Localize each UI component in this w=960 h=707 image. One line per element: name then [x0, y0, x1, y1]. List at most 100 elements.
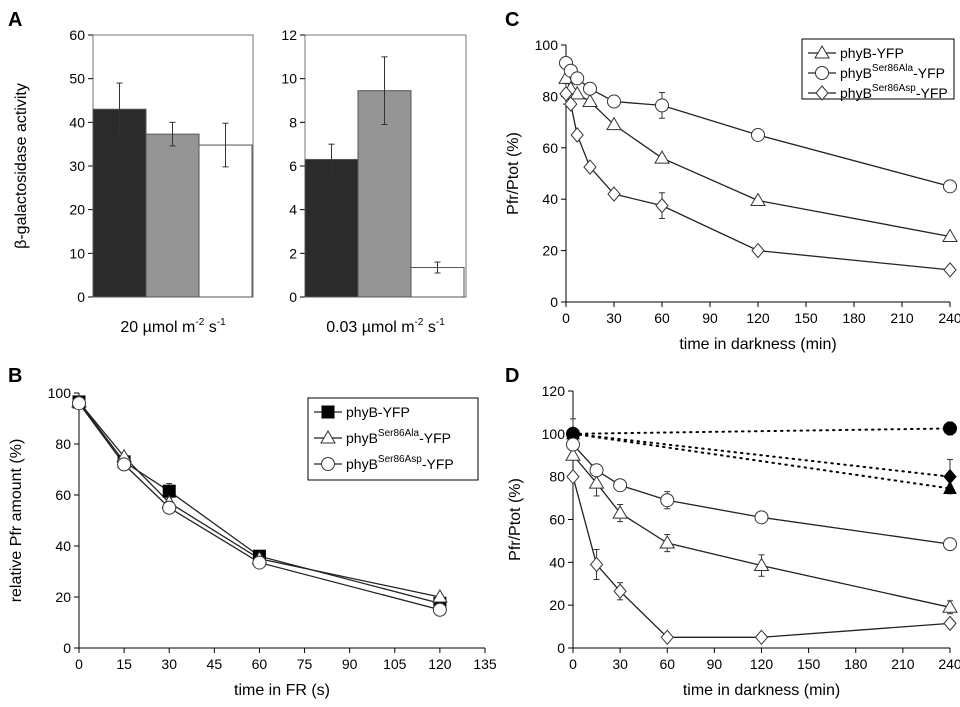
panel-c-data-point — [569, 85, 586, 100]
panel-d-line-chart: 0 20 40 60 80 100 120 0 30 60 90 120 150 180 210 240 tim… — [507, 383, 960, 699]
panel-a-bar — [198, 144, 253, 298]
panel-letter-b: B — [8, 365, 22, 387]
panel-a-y-tick-label: 0 — [77, 289, 85, 305]
panel-c-data-point — [942, 228, 958, 242]
panel-c-legend-label-sup: Ser86Asp — [872, 83, 916, 94]
panel-a-y-tick-label: 0 — [289, 289, 297, 305]
panel-d-series-line — [572, 476, 951, 638]
panel-c-legend-label-sup: Ser86Ala — [872, 63, 914, 74]
panel-c-data-point — [655, 197, 669, 214]
panel-c-x-tick-label: 180 — [842, 310, 866, 326]
panel-b-legend-label-sup: Ser86Asp — [378, 454, 422, 465]
panel-d-x-tick-label: 30 — [612, 656, 628, 672]
panel-b-legend-label: phyBSer86Ala-YFP — [346, 428, 451, 446]
panel-d-data-point — [589, 463, 604, 478]
panel-d-x-tick-label: 180 — [844, 656, 868, 672]
panel-b-x-tick-label: 120 — [428, 656, 452, 672]
panel-a-y-tick-label: 50 — [69, 71, 85, 87]
panel-a-bar-chart: β-galactosidase activity010203040506020 … — [13, 27, 467, 336]
panel-b-legend-label-sup: Ser86Ala — [378, 428, 420, 439]
panel-b-legend-marker — [320, 430, 336, 444]
panel-c-data-point — [943, 179, 957, 194]
panel-b-legend-marker — [321, 405, 335, 419]
panel-d-data-point — [943, 537, 957, 552]
panel-d-x-tick-label: 120 — [750, 656, 774, 672]
panel-b-y-label: relative Pfr amount (%) — [8, 439, 25, 603]
panel-c-legend-marker — [814, 45, 830, 59]
panel-c-y-label: Pfr/Ptot (%) — [505, 132, 522, 215]
panel-d-data-point — [660, 629, 674, 646]
panel-c-data-point — [583, 159, 597, 175]
panel-d-data-point — [589, 556, 604, 573]
panel-c-data-point — [607, 186, 621, 202]
panel-d-y-label: Pfr/Ptot (%) — [507, 478, 524, 561]
panel-a-y-tick-label: 10 — [281, 71, 297, 87]
panel-c-data-point — [564, 96, 578, 112]
panel-d-data-point — [753, 557, 770, 572]
panel-b-y-tick-label: 100 — [48, 385, 72, 401]
panel-c-y-tick-label: 0 — [550, 294, 558, 310]
panel-d-data-point — [943, 615, 957, 632]
panel-b-legend-label: phyBSer86Asp-YFP — [346, 454, 454, 472]
panel-c-legend-label: phyB-YFP — [840, 45, 904, 61]
panel-d-data-point — [754, 629, 769, 646]
panel-a-bar — [145, 133, 200, 298]
panel-b-legend-label-suffix: -YFP — [422, 456, 454, 472]
x-label-base: 0.03 µmol m — [326, 319, 414, 336]
panel-d-x-tick-label: 240 — [938, 656, 960, 672]
panel-c-legend-label-suffix: -YFP — [913, 65, 945, 81]
panel-a-y-tick-label: 4 — [289, 202, 297, 218]
panel-b-legend-marker — [321, 457, 335, 471]
x-label-mid: s — [423, 319, 435, 336]
x-label-sup: -2 — [195, 317, 204, 328]
panel-b-x-tick-label: 90 — [342, 656, 358, 672]
panel-b-y-tick-label: 80 — [55, 436, 71, 452]
panel-b-x-tick-label: 60 — [252, 656, 268, 672]
panel-d-dotted-line — [572, 432, 951, 490]
panel-c-x-tick-label: 210 — [890, 310, 914, 326]
panel-d-data-point — [613, 478, 628, 493]
panel-c-data-point — [606, 116, 622, 131]
panel-a-y-tick-label: 20 — [69, 202, 85, 218]
panel-c-data-point — [655, 98, 669, 113]
panel-d-data-point — [565, 447, 581, 461]
panel-letter-a: A — [8, 9, 22, 31]
panel-d-x-tick-label: 90 — [707, 656, 723, 672]
panel-d-data-point — [588, 475, 605, 489]
panel-d-series-line — [572, 454, 951, 608]
panel-c-data-point — [751, 127, 765, 142]
panel-b-data-point — [117, 457, 132, 472]
panel-a-y-tick-label: 10 — [69, 245, 85, 261]
x-label-base: 20 µmol m — [120, 319, 195, 336]
panel-a-y-tick-label: 12 — [281, 27, 297, 43]
panel-b-legend-label-suffix: -YFP — [419, 430, 451, 446]
panel-a-bar — [304, 158, 359, 298]
panel-b-legend-label: phyB-YFP — [346, 404, 410, 420]
panel-c-y-tick-label: 40 — [542, 191, 558, 207]
panel-b-data-point — [432, 602, 447, 617]
panel-b-y-tick-label: 40 — [55, 538, 71, 554]
panel-c-y-tick-label: 60 — [542, 140, 558, 156]
panel-c-data-point — [559, 86, 573, 102]
panel-b-data-point — [72, 396, 86, 411]
panel-c-x-tick-label: 90 — [702, 310, 718, 326]
panel-d-x-tick-label: 150 — [797, 656, 821, 672]
x-label-sup: -1 — [436, 317, 445, 328]
panel-c-data-point — [607, 94, 621, 109]
panel-c-line-chart: 0 20 40 60 80 100 0 30 60 90 120 150 180 210 240 time i… — [505, 37, 960, 353]
panel-d-data-point — [942, 599, 958, 613]
panel-c-legend-marker — [815, 66, 829, 80]
panel-b-x-tick-label: 15 — [116, 656, 132, 672]
panel-c-y-tick-label: 20 — [542, 243, 558, 259]
panel-c-data-point — [583, 81, 597, 96]
panel-d-data-point — [660, 493, 675, 508]
panel-c-x-tick-label: 0 — [562, 310, 570, 326]
panel-a-y-tick-label: 40 — [69, 114, 85, 130]
x-label-sup: -1 — [217, 317, 226, 328]
panel-letter-c: C — [505, 9, 519, 31]
panel-a-x-label-0: 20 µmol m-2 s-1 — [120, 317, 226, 336]
panel-c-data-point — [750, 192, 766, 206]
x-label-sup: -2 — [415, 317, 424, 328]
panel-b-x-label: time in FR (s) — [234, 682, 330, 699]
